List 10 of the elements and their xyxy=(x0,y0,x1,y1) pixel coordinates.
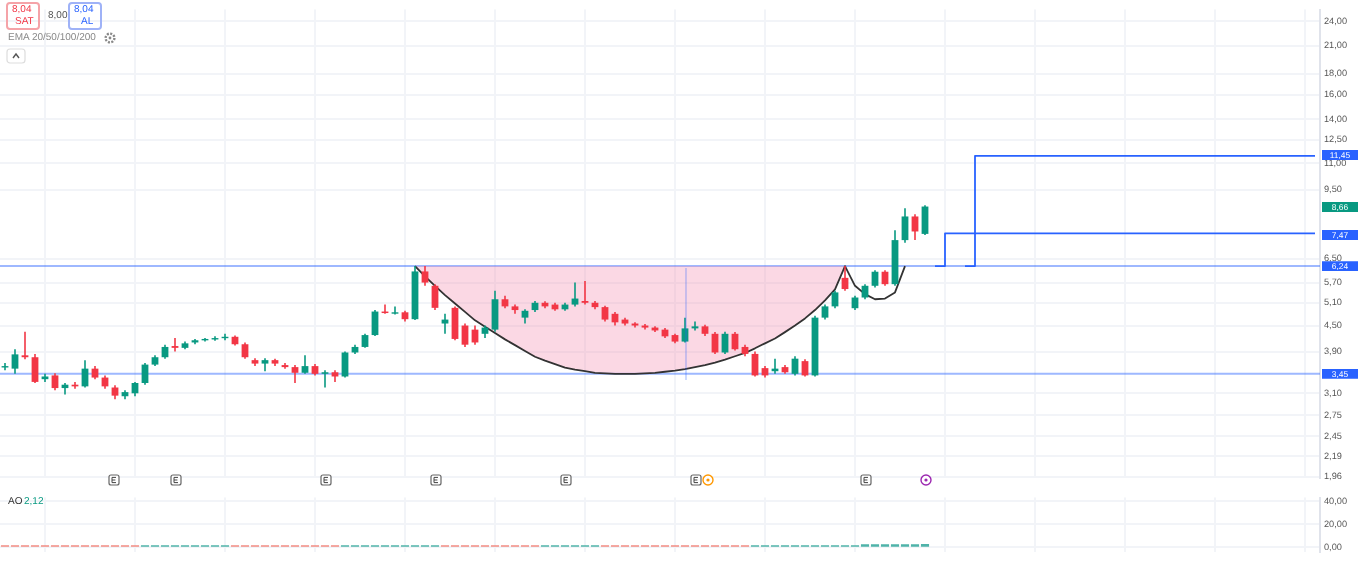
candlestick xyxy=(421,265,429,287)
candlestick xyxy=(171,337,179,353)
candlestick xyxy=(301,354,309,375)
candlestick xyxy=(581,280,589,306)
candlestick xyxy=(681,316,689,344)
candlestick xyxy=(321,369,329,389)
candlestick xyxy=(491,289,499,333)
candlestick xyxy=(391,305,399,316)
candlestick xyxy=(21,330,29,360)
candlestick xyxy=(11,348,19,375)
